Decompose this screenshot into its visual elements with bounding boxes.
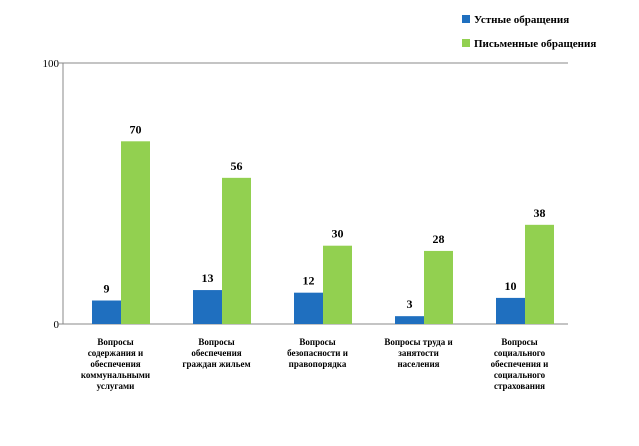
bar-written-5: [525, 224, 554, 324]
category-label-5-line-2: социального: [494, 348, 546, 358]
category-label-2-line-3: граждан жильем: [182, 359, 250, 369]
bar-written-2: [222, 177, 251, 324]
value-label-written-1: 70: [130, 122, 142, 136]
legend-swatch-1: [462, 15, 470, 23]
category-label-1-line-3: обеспечения: [90, 359, 140, 369]
value-label-oral-5: 10: [505, 279, 517, 293]
category-label-1-line-2: содержания и: [88, 348, 144, 358]
category-label-2-line-2: обеспечения: [191, 348, 241, 358]
category-label-5-line-5: страхования: [494, 381, 545, 391]
value-label-oral-1: 9: [104, 282, 110, 296]
category-label-1-line-4: коммунальными: [81, 370, 150, 380]
category-label-3-line-3: правопорядка: [289, 359, 347, 369]
category-label-4-line-3: населения: [397, 359, 439, 369]
category-label-5-line-1: Вопросы: [501, 337, 537, 347]
legend-label-2: Письменные обращения: [474, 38, 596, 50]
value-label-written-5: 38: [534, 206, 546, 220]
category-label-2-line-1: Вопросы: [198, 337, 234, 347]
value-label-oral-3: 12: [303, 274, 315, 288]
y-tick-label-0: 0: [54, 319, 60, 331]
bar-oral-4: [395, 316, 424, 324]
value-label-written-4: 28: [433, 232, 445, 246]
category-label-1-line-5: услугами: [97, 381, 135, 391]
bar-oral-2: [193, 290, 222, 324]
legend-label-1: Устные обращения: [474, 14, 569, 26]
value-label-written-2: 56: [231, 159, 243, 173]
bar-written-1: [121, 141, 150, 324]
category-label-5-line-4: социального: [494, 370, 546, 380]
bar-oral-1: [92, 300, 121, 324]
category-label-4-line-2: занятости: [398, 348, 439, 358]
category-label-3-line-2: безопасности и: [287, 348, 348, 358]
value-label-oral-4: 3: [407, 297, 413, 311]
category-label-3-line-1: Вопросы: [299, 337, 335, 347]
category-label-5-line-3: обеспечения и: [491, 359, 549, 369]
bar-oral-3: [294, 292, 323, 324]
bar-written-3: [323, 245, 352, 324]
value-label-oral-2: 13: [202, 271, 214, 285]
value-label-written-3: 30: [332, 227, 344, 241]
bar-oral-5: [496, 297, 525, 324]
category-label-1-line-1: Вопросы: [97, 337, 133, 347]
legend-swatch-2: [462, 39, 470, 47]
bar-written-4: [424, 250, 453, 324]
y-tick-label-100: 100: [43, 58, 60, 70]
category-label-4-line-1: Вопросы труда и: [384, 337, 452, 347]
